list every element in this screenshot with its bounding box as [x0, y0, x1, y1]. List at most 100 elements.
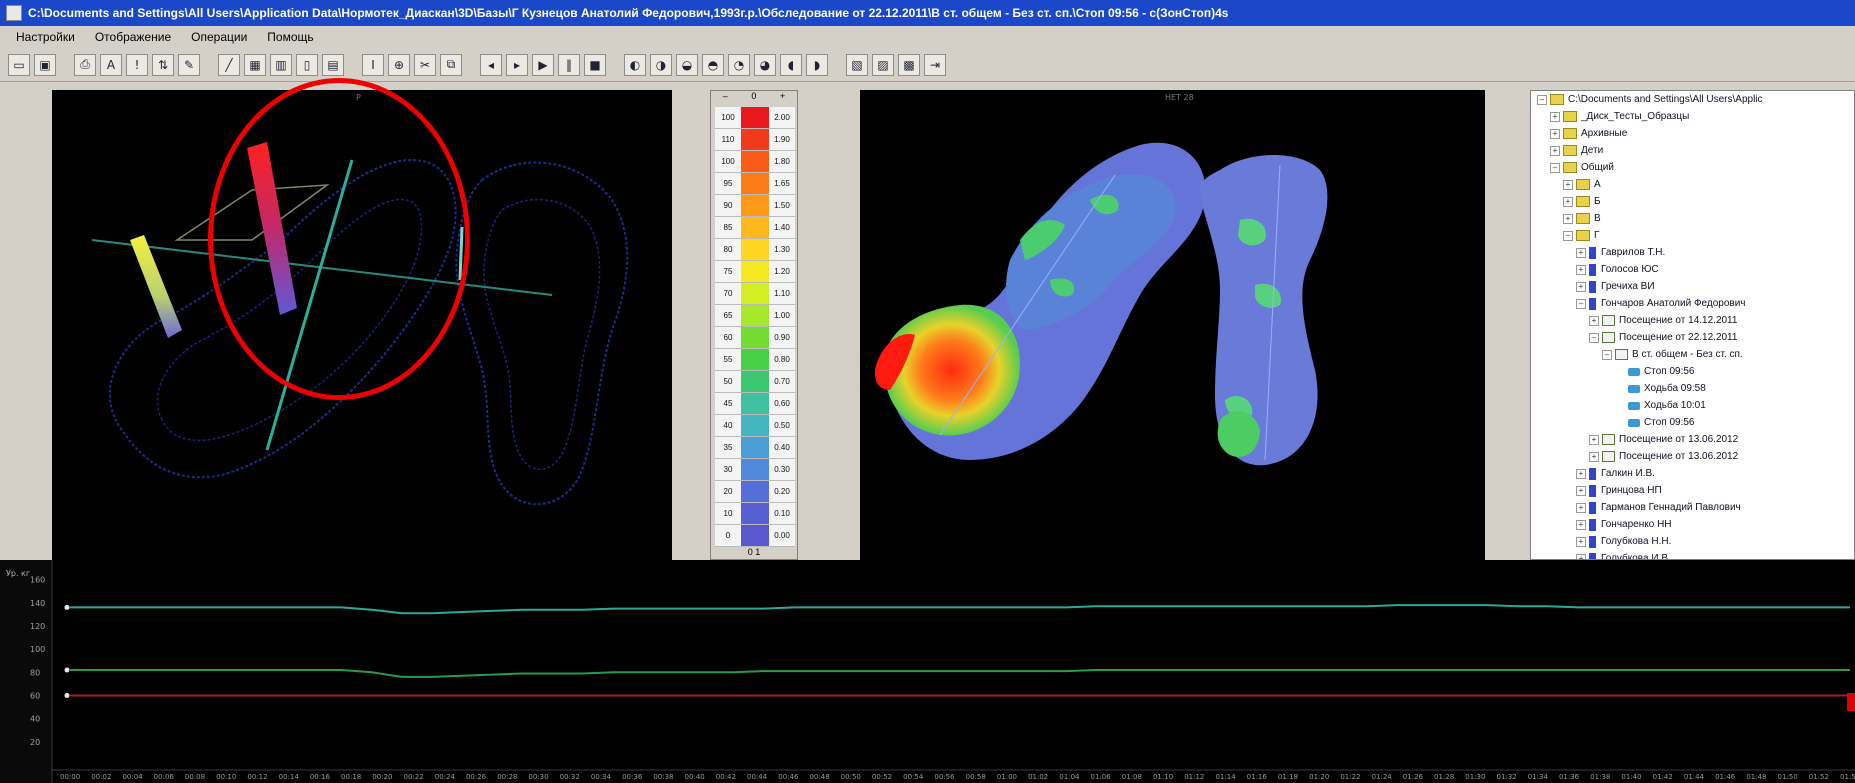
arrows-icon[interactable]: ⇅	[152, 53, 174, 76]
tree-node[interactable]: Ходьба 10:01	[1531, 397, 1854, 414]
tree-node[interactable]: + Дети	[1531, 142, 1854, 159]
foot5-icon[interactable]: ◔	[728, 53, 750, 76]
load-graph[interactable]: Ур. кг 160 140 120 100 80 60 40 20 00:00 00:02 00:…	[0, 560, 1855, 783]
tree-node[interactable]: + Посещение от 13.06.2012	[1531, 431, 1854, 448]
expand-icon[interactable]: +	[1576, 536, 1586, 547]
expand-icon[interactable]: +	[1563, 179, 1573, 190]
tree-node[interactable]: + Гаврилов Т.Н.	[1531, 244, 1854, 261]
cursor-icon[interactable]: I	[362, 53, 384, 76]
expand-icon[interactable]: +	[1576, 502, 1586, 513]
menu-display[interactable]: Отображение	[94, 30, 172, 44]
load-graph-panel[interactable]: Ур. кг 160 140 120 100 80 60 40 20 00:00 00:02 00:…	[0, 560, 1855, 783]
pressure-icon[interactable]: ▩	[898, 53, 920, 76]
open-icon[interactable]: ▭	[8, 53, 30, 76]
tree-node[interactable]: + _Диск_Тесты_Образцы	[1531, 108, 1854, 125]
pause-icon[interactable]: ‖	[558, 53, 580, 76]
tree-node[interactable]: + Гринцова НП	[1531, 482, 1854, 499]
cut-icon[interactable]: ✂	[414, 53, 436, 76]
scale-header-left[interactable]: –	[722, 91, 728, 101]
copy-icon[interactable]: ⧉	[440, 53, 462, 76]
tree-node[interactable]: – C:\Documents and Settings\All Users\App…	[1531, 91, 1854, 108]
tree-node[interactable]: + Голубкова И.В.	[1531, 550, 1854, 559]
stop-icon[interactable]: ■	[584, 53, 606, 76]
tree-node[interactable]: – Посещение от 22.12.2011	[1531, 329, 1854, 346]
foot7-icon[interactable]: ◖	[780, 53, 802, 76]
foot-map-canvas[interactable]: НЕТ 28	[860, 90, 1485, 560]
collapse-icon[interactable]: –	[1589, 332, 1599, 343]
menu-operations[interactable]: Операции	[191, 30, 248, 44]
expand-icon[interactable]: +	[1576, 468, 1586, 479]
tree-node[interactable]: + Гречиха ВИ	[1531, 278, 1854, 295]
scale-header-right[interactable]: +	[779, 91, 786, 101]
zoom-icon[interactable]: ⊕	[388, 53, 410, 76]
foot-pressure-map[interactable]: НЕТ 28	[860, 90, 1485, 560]
expand-icon[interactable]: +	[1576, 485, 1586, 496]
expand-icon[interactable]: +	[1563, 196, 1573, 207]
tree-node[interactable]: – В ст. общем - Без ст. сп.	[1531, 346, 1854, 363]
tree-node[interactable]: + Б	[1531, 193, 1854, 210]
view-3d-panel[interactable]: Р	[52, 90, 672, 560]
foot4-icon[interactable]: ◓	[702, 53, 724, 76]
expand-icon[interactable]: +	[1563, 213, 1573, 224]
tree-node[interactable]: + Гончаренко НН	[1531, 516, 1854, 533]
expand-icon[interactable]: +	[1576, 264, 1586, 275]
patient-tree[interactable]: – C:\Documents and Settings\All Users\App…	[1530, 90, 1855, 560]
foot2-icon[interactable]: ◑	[650, 53, 672, 76]
collapse-icon[interactable]: –	[1602, 349, 1612, 360]
collapse-icon[interactable]: –	[1550, 162, 1560, 173]
menu-settings[interactable]: Настройки	[16, 30, 75, 44]
text-icon[interactable]: A	[100, 53, 122, 76]
tree-node[interactable]: Стоп 09:56	[1531, 414, 1854, 431]
view-3d-canvas[interactable]: Р	[52, 90, 672, 560]
tree-node[interactable]: + Галкин И.В.	[1531, 465, 1854, 482]
frame-icon[interactable]: ▦	[244, 53, 266, 76]
x-tick-label: 01:24	[1372, 773, 1393, 781]
step-fwd-icon[interactable]: ▸	[506, 53, 528, 76]
tree-node[interactable]: + А	[1531, 176, 1854, 193]
chart-icon[interactable]: ▧	[846, 53, 868, 76]
expand-icon[interactable]: +	[1550, 128, 1560, 139]
expand-icon[interactable]: +	[1576, 281, 1586, 292]
tree-node[interactable]: + Голубкова Н.Н.	[1531, 533, 1854, 550]
marker-icon[interactable]: !	[126, 53, 148, 76]
tree-node[interactable]: + Посещение от 14.12.2011	[1531, 312, 1854, 329]
tree-node[interactable]: – Общий	[1531, 159, 1854, 176]
pen-icon[interactable]: ╱	[218, 53, 240, 76]
tree-node[interactable]: + Голосов ЮС	[1531, 261, 1854, 278]
expand-icon[interactable]: +	[1589, 434, 1599, 445]
tree-node-label: Ходьба 09:58	[1644, 383, 1706, 394]
foot3-icon[interactable]: ◒	[676, 53, 698, 76]
print-icon[interactable]: ⎙	[74, 53, 96, 76]
expand-icon[interactable]: +	[1576, 247, 1586, 258]
foot-icon[interactable]: ◐	[624, 53, 646, 76]
tree-node[interactable]: + Архивные	[1531, 125, 1854, 142]
save-icon[interactable]: ▣	[34, 53, 56, 76]
expand-icon[interactable]: +	[1550, 145, 1560, 156]
expand-icon[interactable]: +	[1550, 111, 1560, 122]
collapse-icon[interactable]: –	[1576, 298, 1586, 309]
grid-icon[interactable]: ▥	[270, 53, 292, 76]
export-icon[interactable]: ⇥	[924, 53, 946, 76]
expand-icon[interactable]: +	[1576, 519, 1586, 530]
tree-node[interactable]: Стоп 09:56	[1531, 363, 1854, 380]
edit-icon[interactable]: ✎	[178, 53, 200, 76]
tree-node[interactable]: + Гарманов Геннадий Павлович	[1531, 499, 1854, 516]
menu-help[interactable]: Помощь	[267, 30, 314, 44]
play-icon[interactable]: ▶	[532, 53, 554, 76]
window-icon[interactable]: ▤	[322, 53, 344, 76]
expand-icon[interactable]: +	[1576, 553, 1586, 559]
tree-node[interactable]: – Гончаров Анатолий Федорович	[1531, 295, 1854, 312]
table-icon[interactable]: ▨	[872, 53, 894, 76]
expand-icon[interactable]: +	[1589, 315, 1599, 326]
expand-icon[interactable]: +	[1589, 451, 1599, 462]
step-back-icon[interactable]: ◂	[480, 53, 502, 76]
collapse-icon[interactable]: –	[1563, 230, 1573, 241]
tree-node[interactable]: – Г	[1531, 227, 1854, 244]
tree-node[interactable]: Ходьба 09:58	[1531, 380, 1854, 397]
rect-icon[interactable]: ▯	[296, 53, 318, 76]
foot6-icon[interactable]: ◕	[754, 53, 776, 76]
tree-node[interactable]: + Посещение от 13.06.2012	[1531, 448, 1854, 465]
collapse-icon[interactable]: –	[1537, 94, 1547, 105]
foot8-icon[interactable]: ◗	[806, 53, 828, 76]
tree-node[interactable]: + В	[1531, 210, 1854, 227]
